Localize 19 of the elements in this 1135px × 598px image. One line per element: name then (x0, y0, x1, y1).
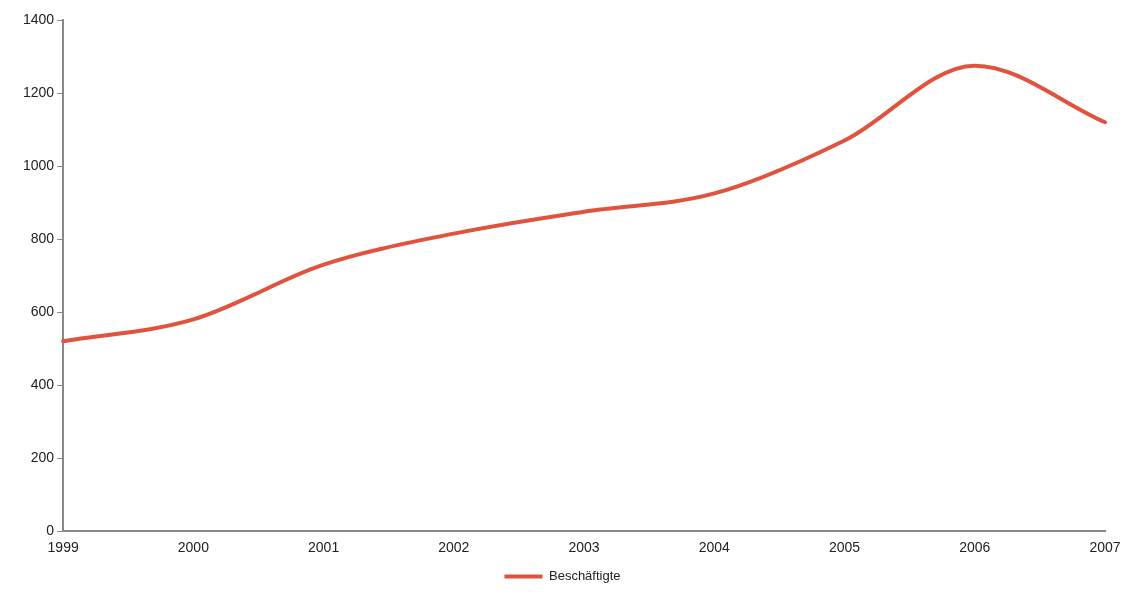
x-tick-label: 2001 (308, 539, 340, 556)
legend-label: Beschäftigte (548, 568, 621, 584)
y-tick-label: 1200 (22, 83, 55, 100)
y-tick-label: 1000 (22, 156, 55, 173)
line-series (61, 63, 1107, 344)
y-tick-label: 400 (30, 376, 55, 392)
y-tick-label: 600 (30, 302, 55, 319)
y-tick-label: 0 (46, 522, 55, 539)
x-tick-label: 2007 (1089, 539, 1121, 556)
y-tick-label: 1400 (22, 10, 55, 27)
x-tick-label: 2005 (828, 539, 861, 556)
x-tick-label: 2002 (438, 539, 470, 556)
y-tick-label: 800 (30, 229, 55, 246)
x-tick-label: 2006 (959, 539, 991, 556)
x-tick-label: 2003 (568, 539, 600, 556)
y-tick-label: 200 (30, 449, 55, 466)
x-tick-label: 1999 (47, 539, 79, 556)
x-tick-label: 2004 (698, 539, 731, 556)
x-tick-label: 2000 (177, 539, 210, 556)
